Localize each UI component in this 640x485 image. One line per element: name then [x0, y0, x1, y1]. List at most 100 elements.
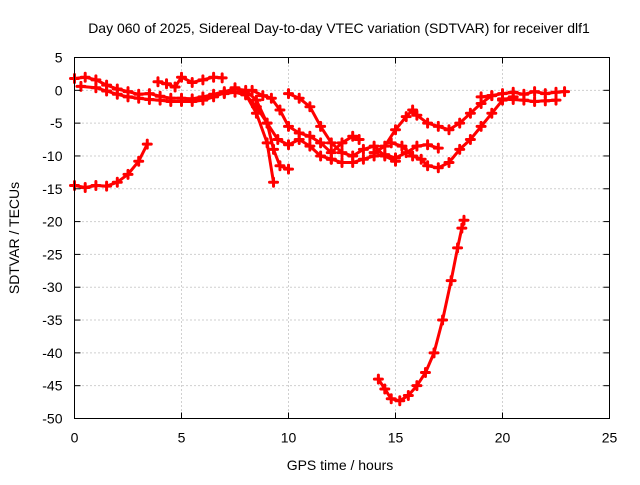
data-point: [529, 86, 541, 98]
data-point: [518, 94, 530, 106]
data-point: [176, 95, 187, 107]
data-point: [79, 181, 91, 193]
data-point: [283, 163, 294, 175]
data-point: [357, 153, 369, 165]
data-point: [379, 149, 391, 161]
data-point: [197, 94, 209, 106]
data-point: [122, 168, 134, 180]
data-point: [176, 71, 187, 83]
data-point: [400, 111, 412, 123]
y-tick-label: -5: [50, 115, 63, 131]
data-point: [422, 139, 434, 151]
series-group: [69, 71, 571, 407]
data-point: [507, 94, 519, 106]
data-point: [336, 157, 348, 169]
data-point: [315, 150, 327, 162]
data-point: [390, 152, 401, 164]
data-point: [411, 380, 423, 392]
series-pass-1: [69, 138, 153, 193]
data-point: [197, 74, 209, 86]
data-point: [385, 137, 397, 149]
data-point: [486, 90, 498, 102]
series-pass-4: [152, 71, 228, 93]
y-tick-label: -45: [42, 378, 62, 394]
data-point: [422, 160, 434, 172]
data-point: [559, 86, 571, 98]
data-point: [456, 222, 468, 234]
data-point: [445, 275, 457, 287]
data-point: [353, 134, 365, 146]
data-point: [315, 120, 327, 132]
data-point: [315, 137, 327, 149]
data-point: [304, 140, 316, 152]
data-point: [250, 101, 262, 113]
data-point: [169, 81, 181, 93]
x-axis-label: GPS time / hours: [287, 457, 394, 473]
series-pass-6: [246, 84, 365, 159]
data-point: [336, 137, 348, 149]
data-point: [122, 91, 134, 103]
data-point: [246, 84, 258, 96]
x-tick-label: 20: [495, 430, 511, 446]
data-point: [161, 78, 173, 90]
data-point: [464, 107, 476, 119]
series-line: [73, 142, 149, 189]
data-point: [325, 153, 337, 165]
data-point: [274, 104, 286, 116]
data-point: [261, 117, 273, 129]
data-point: [443, 157, 455, 169]
data-point: [452, 242, 464, 254]
data-point: [304, 101, 316, 113]
data-point: [458, 214, 470, 226]
data-point: [218, 88, 230, 100]
data-point: [216, 72, 228, 84]
data-point: [75, 80, 87, 92]
data-point: [90, 179, 102, 191]
data-point: [550, 94, 562, 106]
y-tick-label: -25: [42, 246, 62, 262]
data-point: [437, 314, 449, 326]
data-point: [141, 138, 153, 150]
x-tick-label: 5: [178, 430, 186, 446]
data-point: [497, 93, 508, 105]
data-point: [152, 76, 164, 88]
y-tick-label: -35: [42, 312, 62, 328]
x-tick-label: 0: [71, 430, 79, 446]
data-point: [432, 120, 444, 132]
series-pass-13: [372, 214, 470, 407]
axis-ticks: 0 5 10 15 20 25 5 0 -5 -10 -15 -20 -25 -30 -35 -40 -45 -5…: [42, 50, 617, 446]
data-point: [347, 157, 359, 169]
x-tick-label: 25: [602, 430, 618, 446]
data-point: [268, 176, 280, 188]
data-point: [111, 176, 123, 188]
plot-frame: [74, 57, 610, 419]
data-point: [208, 71, 220, 83]
data-point: [229, 86, 241, 98]
y-tick-label: 0: [55, 82, 63, 98]
data-point: [208, 91, 220, 103]
y-tick-label: 5: [55, 50, 63, 66]
data-point: [390, 124, 401, 136]
data-point: [186, 76, 198, 88]
data-point: [283, 120, 294, 132]
y-tick-label: -10: [42, 148, 62, 164]
data-point: [368, 147, 380, 159]
data-point: [79, 71, 91, 83]
data-point: [336, 147, 348, 159]
data-point: [240, 89, 252, 101]
data-point: [347, 130, 359, 142]
data-point: [411, 109, 423, 121]
data-point: [165, 95, 177, 107]
data-point: [422, 117, 434, 129]
data-point: [454, 143, 466, 155]
y-tick-label: -30: [42, 279, 62, 295]
data-point: [407, 104, 419, 116]
data-point: [111, 88, 123, 100]
data-point: [186, 95, 198, 107]
data-point: [293, 127, 305, 139]
data-point: [419, 367, 431, 379]
data-point: [529, 95, 541, 107]
data-point: [443, 124, 455, 136]
